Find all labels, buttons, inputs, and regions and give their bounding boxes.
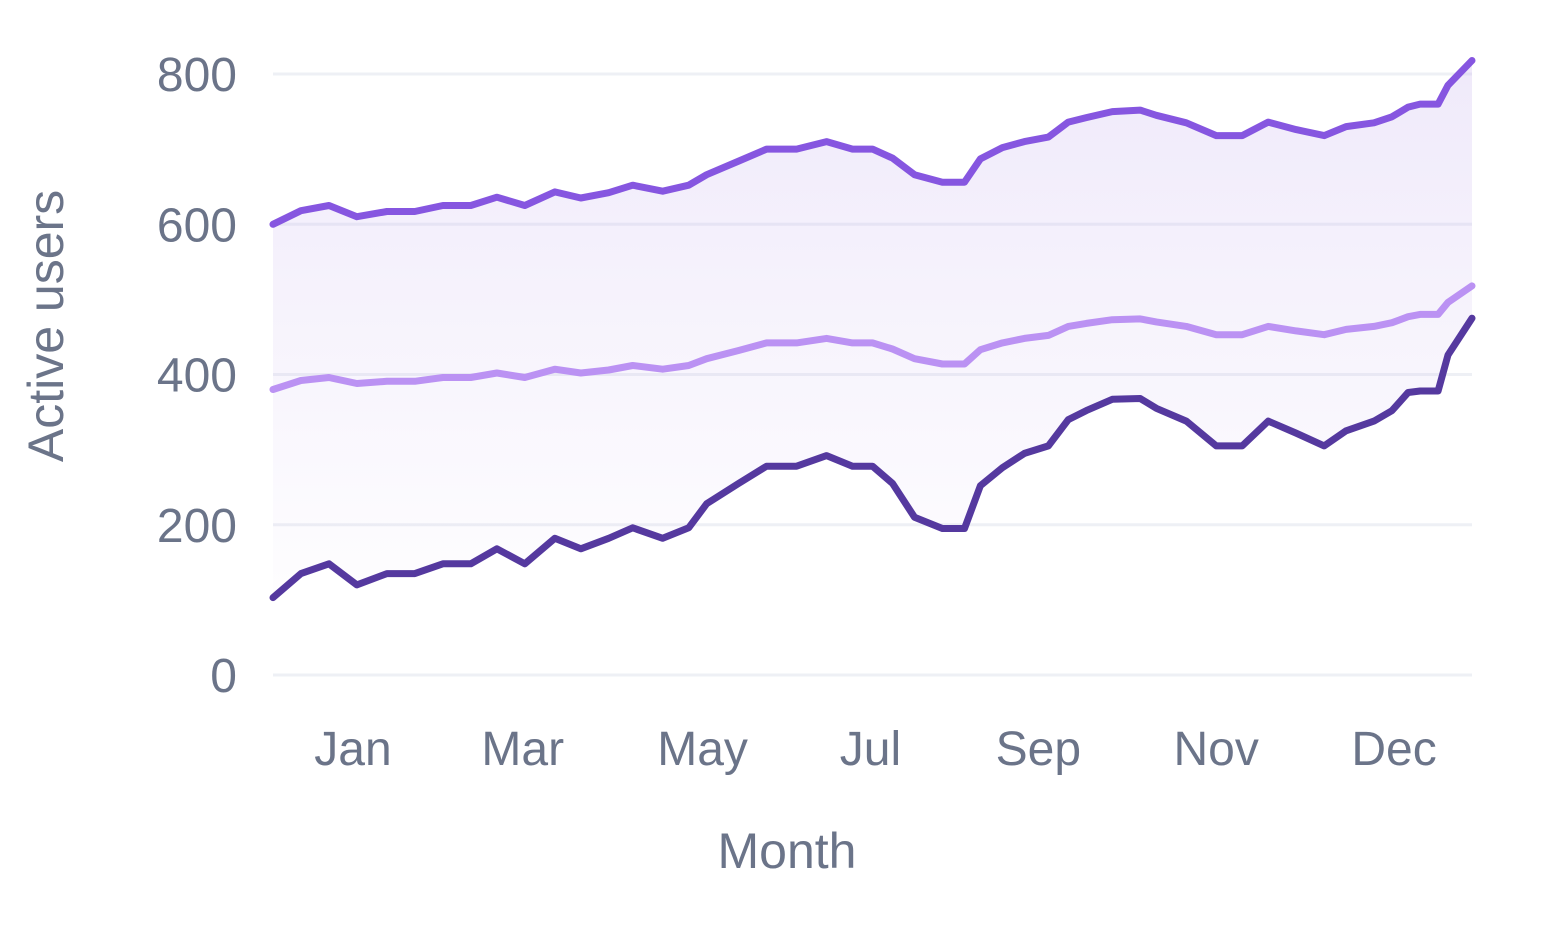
range-band [273,60,1472,598]
y-axis-title: Active users [18,190,74,462]
x-axis-title: Month [718,823,857,879]
y-tick-label-0: 0 [210,650,237,703]
x-tick-label-nov: Nov [1173,723,1258,776]
x-tick-label-may: May [657,723,748,776]
y-tick-label-200: 200 [157,500,237,553]
range-band-area [273,60,1472,598]
x-tick-label-mar: Mar [481,723,564,776]
y-tick-label-600: 600 [157,199,237,252]
series-lines [269,57,1476,602]
series-line-lower [269,314,1476,602]
x-tick-label-jan: Jan [314,723,391,776]
x-tick-label-dec: Dec [1351,723,1436,776]
x-tick-label-jul: Jul [840,723,901,776]
y-tick-label-800: 800 [157,49,237,102]
y-tick-label-400: 400 [157,350,237,403]
series-line-upper [269,57,1476,228]
x-tick-label-sep: Sep [996,723,1081,776]
y-axis-ticks: 0 200 400 600 800 [157,49,237,703]
series-line-middle [269,282,1476,393]
x-axis-ticks: Jan Mar May Jul Sep Nov Dec [314,723,1436,776]
